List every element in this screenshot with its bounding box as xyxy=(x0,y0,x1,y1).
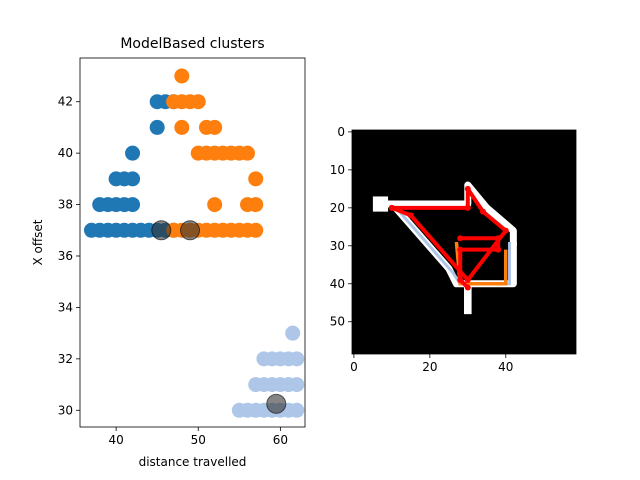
white-stem xyxy=(464,283,472,315)
red-path-point xyxy=(502,227,509,234)
scatter-point-cluster-0 xyxy=(125,145,141,161)
red-path-point xyxy=(388,204,395,211)
image-y-tick-label: 50 xyxy=(330,315,345,329)
y-axis-label: X offset xyxy=(31,219,45,265)
scatter-point-cluster-1 xyxy=(190,94,206,110)
image-y-tick-label: 30 xyxy=(330,239,345,253)
red-path-point xyxy=(457,276,464,283)
cluster-center-marker xyxy=(180,220,201,241)
plot-frame xyxy=(79,57,306,428)
image-y-tick-label: 10 xyxy=(330,163,345,177)
image-x-tick-label: 20 xyxy=(422,360,437,374)
image-plot: 0 20 40 0 10 20 30 40 50 xyxy=(330,125,577,374)
cluster-center-marker xyxy=(266,393,287,414)
y-axis-ticks: 30 32 34 36 38 40 42 xyxy=(58,95,80,417)
scatter-point-cluster-2 xyxy=(289,402,305,418)
scatter-point-cluster-1 xyxy=(248,222,264,238)
image-y-ticks: 0 10 20 30 40 50 xyxy=(330,125,352,329)
x-tick-label: 60 xyxy=(273,433,288,447)
scatter-point-cluster-1 xyxy=(207,119,223,135)
red-path-line xyxy=(391,186,508,282)
red-path-point xyxy=(464,204,471,211)
y-tick-label: 40 xyxy=(58,146,73,160)
x-axis-label: distance travelled xyxy=(139,455,247,469)
image-y-tick-label: 0 xyxy=(337,125,345,139)
x-tick-label: 50 xyxy=(191,433,206,447)
image-frame xyxy=(351,129,577,355)
image-x-tick-label: 40 xyxy=(498,360,513,374)
red-path-point xyxy=(407,212,414,219)
red-path-point xyxy=(457,246,464,253)
image-red-path xyxy=(388,185,509,291)
scatter-point-cluster-0 xyxy=(149,119,165,135)
scatter-point-cluster-1 xyxy=(207,197,223,213)
y-tick-label: 36 xyxy=(58,249,73,263)
y-tick-label: 42 xyxy=(58,95,73,109)
scatter-point-cluster-2 xyxy=(289,351,305,367)
red-path-point xyxy=(464,185,471,192)
x-axis-ticks: 40 50 60 xyxy=(108,427,288,447)
scatter-point-cluster-0 xyxy=(125,197,141,213)
scatter-plot: ModelBased clusters 40 50 60 3032343638404… xyxy=(31,36,306,469)
scatter-point-cluster-0 xyxy=(125,171,141,187)
red-path-point xyxy=(464,284,471,291)
red-path-point xyxy=(495,235,502,242)
white-blob xyxy=(372,196,389,212)
image-y-tick-label: 40 xyxy=(330,277,345,291)
x-tick-label: 40 xyxy=(108,433,123,447)
plot-area xyxy=(80,58,305,427)
image-x-ticks: 0 20 40 xyxy=(350,354,513,374)
red-path-point xyxy=(495,246,502,253)
scatter-point-cluster-1 xyxy=(248,197,264,213)
red-path-point xyxy=(479,208,486,215)
y-tick-label: 32 xyxy=(58,352,73,366)
scatter-point-cluster-1 xyxy=(248,171,264,187)
red-path-point xyxy=(457,235,464,242)
scatter-point-cluster-1 xyxy=(240,145,256,161)
image-background xyxy=(352,130,576,354)
red-path-point xyxy=(464,276,471,283)
scatter-point-cluster-1 xyxy=(174,68,190,84)
y-tick-label: 38 xyxy=(58,198,73,212)
cluster-center-marker xyxy=(151,220,172,241)
scatter-point-cluster-2 xyxy=(289,377,305,393)
white-track-upper xyxy=(384,181,517,246)
y-tick-label: 34 xyxy=(58,300,73,314)
scatter-point-cluster-1 xyxy=(174,119,190,135)
image-y-tick-label: 20 xyxy=(330,201,345,215)
y-tick-label: 30 xyxy=(58,403,73,417)
chart-title: ModelBased clusters xyxy=(120,36,264,52)
cluster-centers xyxy=(151,220,287,414)
image-x-tick-label: 0 xyxy=(350,360,358,374)
scatter-point-cluster-2 xyxy=(285,325,301,341)
